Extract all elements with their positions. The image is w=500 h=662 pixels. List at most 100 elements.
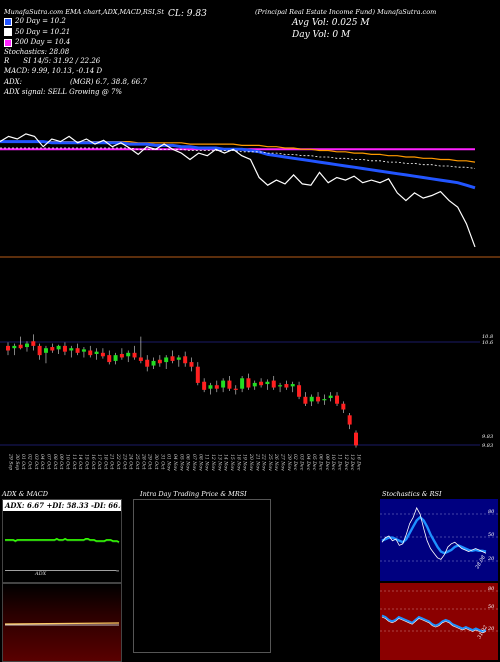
date-label: 30 Oct (153, 454, 159, 470)
legend-label-ema200: 200 Day = 10.4 (15, 38, 70, 48)
date-label: 14 Oct (77, 454, 83, 470)
candle-body (133, 353, 137, 358)
date-label: 06 Nov (185, 454, 191, 471)
candle-body (348, 415, 352, 424)
intraday-panel-title: Intra Day Trading Price & MRSI (140, 490, 375, 498)
candle-body (145, 360, 149, 367)
date-label: 17 Oct (96, 454, 102, 470)
candle-body (202, 382, 206, 390)
date-label: 09 Oct (58, 454, 64, 470)
si-text: R SI 14/5: 31.92 / 22.26 (4, 57, 147, 67)
date-label: 04 Dec (305, 454, 311, 471)
avg-volume: Avg Vol: 0.025 M (292, 18, 370, 28)
stoch-tick-20: 20 (487, 556, 495, 562)
candle-body (76, 348, 80, 353)
candle-body (227, 381, 231, 389)
date-label: 15 Nov (229, 454, 235, 471)
candle-body (114, 355, 118, 361)
rsi-tick-20: 20 (487, 626, 495, 632)
legend-ema50: 50 Day = 10.21 (4, 28, 147, 38)
date-label: 26 Nov (273, 453, 279, 471)
legend-swatch-ema50 (4, 28, 12, 36)
legend-ema200: 200 Day = 10.4 (4, 38, 147, 48)
date-label: 03 Oct (33, 454, 39, 470)
date-label: 29 Nov (286, 453, 292, 471)
si-r-label: R (4, 57, 9, 67)
candle-body (316, 397, 320, 402)
date-label: 05 Nov (178, 454, 184, 471)
candle-body (177, 357, 181, 359)
date-label: 08 Nov (197, 454, 203, 471)
stoch-tick-50: 50 (488, 532, 495, 538)
candle-body (69, 348, 73, 350)
date-label: 21 Oct (109, 453, 115, 470)
date-label: 04 Oct (39, 454, 45, 470)
date-label: 29 Oct (147, 453, 153, 470)
date-label: 08 Oct (52, 454, 58, 470)
candle-body (171, 356, 175, 361)
price-label-upper-2: 10.6 (482, 340, 494, 346)
candle-body (234, 389, 238, 390)
intraday-panel (133, 499, 271, 653)
date-label: 13 Dec (349, 454, 355, 471)
candle-body (354, 433, 358, 446)
candle-body (44, 348, 48, 353)
date-label: 24 Oct (128, 453, 134, 470)
date-label: 18 Oct (102, 454, 108, 470)
date-label: 02 Dec (292, 454, 298, 471)
date-label: 01 Oct (20, 454, 26, 470)
candle-body (208, 385, 212, 388)
candle-body (265, 382, 269, 384)
adx-prefix: ADX: (4, 78, 22, 88)
legend-swatch-ema20 (4, 18, 12, 26)
candle-body (88, 351, 92, 356)
candle-body (259, 382, 263, 385)
candle-body (183, 356, 187, 363)
date-label: 05 Dec (311, 454, 317, 471)
candle-body (335, 396, 339, 404)
candle-body (139, 357, 143, 360)
adx-signal-text: ADX signal: SELL Growing @ 7% (4, 88, 147, 98)
candle-body (303, 397, 307, 404)
legend-label-ema20: 20 Day = 10.2 (15, 17, 66, 27)
date-label: 06 Dec (318, 454, 324, 471)
date-label: 13 Nov (216, 454, 222, 471)
si-values: SI 14/5: 31.92 / 22.26 (23, 57, 100, 67)
candle-body (221, 381, 225, 388)
macd-text: MACD: 9.99, 10.13, -0.14 D (4, 67, 147, 77)
legend-label-ema50: 50 Day = 10.21 (15, 28, 70, 38)
stoch-panel: 80 50 20 28.08 (380, 499, 498, 581)
rsi-chart: 80 50 20 31.92 (380, 583, 498, 660)
candle-body (158, 360, 162, 363)
rsi-tick-80: 80 (488, 586, 495, 592)
date-label: 30 Sep (14, 454, 20, 470)
candle-body (101, 353, 105, 356)
price-label-last: 9.83 (482, 443, 493, 449)
date-label: 04 Nov (172, 454, 178, 471)
candle-body (341, 404, 345, 410)
date-label: 20 Nov (248, 453, 254, 471)
candle-body (31, 341, 35, 346)
candle-body (284, 384, 288, 387)
stoch-k-line (382, 508, 486, 560)
candle-body (189, 362, 193, 367)
macd-line (5, 623, 119, 624)
date-label: 29 Sep (8, 453, 14, 470)
date-label: 11 Nov (204, 454, 210, 471)
candle-body (6, 346, 10, 351)
date-label: 14 Nov (223, 454, 229, 471)
date-label: 12 Dec (343, 454, 349, 471)
date-label: 21 Nov (254, 453, 260, 471)
candle-body (322, 399, 326, 400)
candle-body (164, 357, 168, 362)
rsi-panel: 80 50 20 31.92 (380, 583, 498, 660)
candle-body (310, 397, 314, 402)
date-label: 15 Oct (83, 454, 89, 470)
candle-body (82, 349, 86, 351)
adx-chart: ADX (3, 511, 121, 581)
date-label: 25 Oct (134, 453, 140, 470)
date-label: 23 Oct (121, 453, 127, 470)
date-label: 07 Oct (45, 454, 51, 470)
candle-body (12, 346, 16, 348)
date-label: 07 Nov (191, 454, 197, 471)
